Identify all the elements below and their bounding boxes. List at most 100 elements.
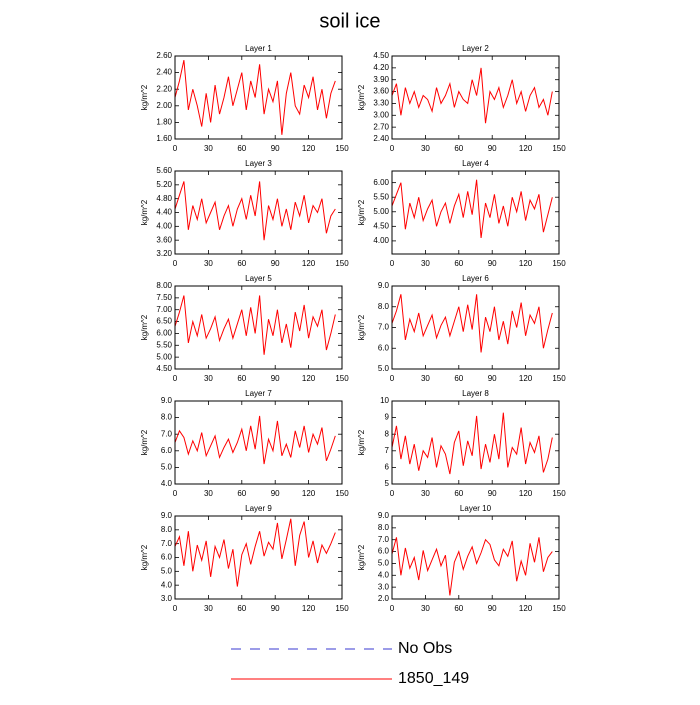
y-tick-label: 5.0 [161, 566, 173, 575]
plot-frame [391, 170, 560, 255]
y-axis-label: kg/m^2 [140, 544, 149, 570]
x-tick-label: 60 [454, 489, 463, 498]
legend-label: No Obs [398, 640, 452, 657]
panel-title: Layer 9 [245, 504, 272, 513]
x-tick-label: 30 [421, 259, 430, 268]
y-tick-label: 4.20 [373, 63, 389, 72]
plot-frame [391, 515, 560, 600]
x-tick-label: 90 [488, 374, 497, 383]
y-tick-label: 8.0 [161, 413, 173, 422]
x-tick-label: 0 [390, 604, 395, 613]
panel-title: Layer 1 [245, 44, 272, 53]
x-tick-label: 0 [173, 489, 178, 498]
y-tick-label: 9.0 [378, 281, 390, 290]
y-tick-label: 9.0 [161, 511, 173, 520]
y-tick-label: 3.60 [156, 235, 172, 244]
data-line [391, 294, 553, 353]
x-tick-label: 30 [204, 144, 213, 153]
x-tick-label: 30 [204, 259, 213, 268]
data-line [174, 518, 336, 587]
y-tick-label: 9.0 [161, 396, 173, 405]
x-tick-label: 60 [454, 374, 463, 383]
y-tick-label: 2.70 [373, 122, 389, 131]
y-axis-label: kg/m^2 [140, 199, 149, 225]
x-tick-label: 90 [271, 259, 280, 268]
x-tick-label: 150 [552, 144, 566, 153]
y-tick-label: 7.0 [161, 429, 173, 438]
x-tick-label: 30 [421, 144, 430, 153]
y-tick-label: 8.0 [378, 302, 390, 311]
plot-frame [174, 55, 343, 140]
x-tick-label: 0 [173, 144, 178, 153]
x-tick-label: 90 [271, 604, 280, 613]
y-tick-label: 8.0 [378, 523, 390, 532]
y-tick-label: 9 [385, 413, 390, 422]
y-tick-label: 4.50 [156, 364, 172, 373]
x-tick-label: 150 [552, 489, 566, 498]
panel-title: Layer 6 [462, 274, 489, 283]
y-tick-label: 6 [385, 463, 390, 472]
y-tick-label: 1.60 [156, 134, 172, 143]
y-tick-label: 7.0 [161, 539, 173, 548]
x-tick-label: 120 [519, 259, 533, 268]
x-tick-label: 120 [519, 604, 533, 613]
x-tick-label: 60 [237, 144, 246, 153]
y-tick-label: 4.40 [156, 208, 172, 217]
x-tick-label: 120 [302, 259, 316, 268]
y-tick-label: 4.80 [156, 194, 172, 203]
y-tick-label: 4.0 [378, 570, 390, 579]
data-line [391, 67, 553, 124]
x-tick-label: 150 [552, 259, 566, 268]
y-tick-label: 2.40 [373, 134, 389, 143]
x-tick-label: 60 [237, 374, 246, 383]
y-tick-label: 4.00 [156, 221, 172, 230]
x-tick-label: 90 [271, 374, 280, 383]
y-tick-label: 5.50 [156, 340, 172, 349]
x-tick-label: 150 [552, 374, 566, 383]
x-tick-label: 60 [237, 604, 246, 613]
y-tick-label: 3.20 [156, 249, 172, 258]
data-line [174, 60, 336, 135]
y-tick-label: 6.0 [378, 343, 390, 352]
y-tick-label: 5.0 [161, 463, 173, 472]
y-tick-label: 6.50 [156, 317, 172, 326]
panel-title: Layer 3 [245, 159, 272, 168]
x-tick-label: 90 [488, 259, 497, 268]
data-line [174, 295, 336, 355]
x-tick-label: 150 [335, 604, 349, 613]
x-tick-label: 120 [519, 144, 533, 153]
y-tick-label: 3.0 [161, 594, 173, 603]
x-tick-label: 120 [302, 489, 316, 498]
x-tick-label: 120 [519, 489, 533, 498]
y-tick-label: 10 [380, 396, 389, 405]
y-axis-label: kg/m^2 [357, 429, 366, 455]
y-tick-label: 3.0 [378, 582, 390, 591]
y-tick-label: 8.0 [161, 525, 173, 534]
y-tick-label: 7 [385, 446, 390, 455]
y-tick-label: 3.90 [373, 75, 389, 84]
y-tick-label: 6.00 [373, 178, 389, 187]
y-tick-label: 7.50 [156, 293, 172, 302]
x-tick-label: 120 [302, 604, 316, 613]
panel-title: Layer 2 [462, 44, 489, 53]
x-tick-label: 90 [488, 489, 497, 498]
x-tick-label: 120 [302, 144, 316, 153]
x-tick-label: 30 [204, 604, 213, 613]
x-tick-label: 150 [335, 144, 349, 153]
y-axis-label: kg/m^2 [357, 199, 366, 225]
x-tick-label: 0 [173, 604, 178, 613]
plot-frame [174, 285, 343, 370]
y-tick-label: 5.00 [156, 352, 172, 361]
panel-title: Layer 7 [245, 389, 272, 398]
y-tick-label: 9.0 [378, 511, 390, 520]
x-tick-label: 150 [335, 374, 349, 383]
y-tick-label: 3.30 [373, 99, 389, 108]
figure-title: soil ice [319, 10, 380, 32]
x-tick-label: 150 [335, 489, 349, 498]
x-tick-label: 60 [454, 144, 463, 153]
y-tick-label: 6.00 [156, 329, 172, 338]
y-axis-label: kg/m^2 [357, 84, 366, 110]
y-axis-label: kg/m^2 [140, 429, 149, 455]
